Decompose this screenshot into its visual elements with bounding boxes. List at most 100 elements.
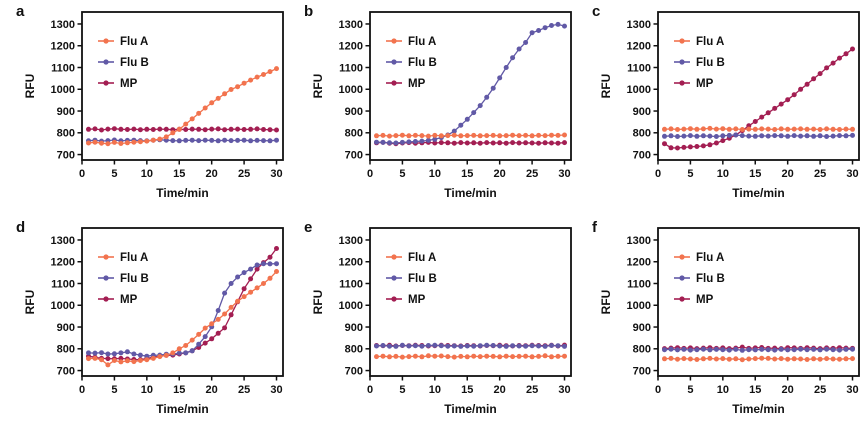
data-point <box>662 347 667 353</box>
plot-frame <box>369 227 572 377</box>
x-axis-label: Time/min <box>732 402 784 416</box>
data-point <box>562 353 567 359</box>
data-point <box>196 341 202 347</box>
data-point <box>274 246 279 251</box>
plot-frame <box>657 11 860 161</box>
data-point <box>445 354 451 360</box>
legend-item-mp: MP <box>386 78 426 90</box>
series-flu-b <box>374 21 567 146</box>
x-tick-label: 20 <box>494 168 506 180</box>
data-point <box>183 137 189 143</box>
data-point <box>739 347 745 353</box>
legend-item-flu-a: Flu A <box>98 252 148 264</box>
data-point <box>267 138 273 144</box>
y-tick-label: 1100 <box>51 62 75 74</box>
data-point <box>248 276 254 282</box>
data-point <box>406 354 412 360</box>
data-point <box>811 126 817 132</box>
data-point <box>700 133 706 139</box>
data-point <box>471 140 477 146</box>
data-point <box>739 357 745 363</box>
data-point <box>529 140 535 146</box>
data-point <box>542 353 548 359</box>
data-point <box>549 132 554 138</box>
data-point <box>144 353 150 359</box>
data-point <box>830 347 836 353</box>
data-point <box>516 46 522 52</box>
data-point <box>157 126 163 132</box>
data-point <box>837 133 842 139</box>
data-point <box>484 353 490 359</box>
data-point <box>662 356 667 362</box>
data-point <box>235 274 241 280</box>
data-point <box>850 126 855 132</box>
data-point <box>542 140 548 146</box>
legend-label: Flu A <box>408 252 436 264</box>
data-point <box>261 72 266 77</box>
y-axis-label: RFU <box>311 74 325 99</box>
y-tick-label: 900 <box>633 322 651 334</box>
data-point <box>850 356 855 362</box>
data-point <box>202 137 208 143</box>
data-point <box>144 138 150 144</box>
legend-item-flu-a: Flu A <box>674 252 724 264</box>
y-tick-label: 900 <box>345 106 363 118</box>
data-point <box>687 126 693 132</box>
data-point <box>118 350 124 356</box>
data-point <box>86 350 91 356</box>
chart-e: 700 800 900 1000 1100 1200 1300 0 5 10 15 20 25 30 RFU… <box>311 227 572 416</box>
data-point <box>510 132 516 138</box>
x-tick-label: 30 <box>270 384 282 396</box>
y-tick-label: 1300 <box>51 19 75 31</box>
y-tick-label: 1300 <box>51 235 75 247</box>
x-tick-label: 5 <box>687 168 693 180</box>
y-tick-label: 900 <box>633 106 651 118</box>
data-point <box>850 346 855 352</box>
data-point <box>222 127 228 133</box>
data-point <box>196 331 202 337</box>
data-point <box>668 126 674 132</box>
x-tick-label: 20 <box>206 384 218 396</box>
x-tick-label: 0 <box>79 384 85 396</box>
data-point <box>150 355 156 361</box>
data-point <box>451 132 457 138</box>
data-point <box>241 286 247 292</box>
data-point <box>720 347 726 353</box>
data-point <box>733 126 739 132</box>
series-line-flu-a <box>88 271 277 366</box>
data-point <box>445 140 451 146</box>
data-point <box>804 347 810 353</box>
legend-label: Flu B <box>408 57 437 69</box>
data-point <box>778 101 784 107</box>
data-point <box>99 127 104 133</box>
legend-marker-dot <box>391 80 397 86</box>
data-point <box>425 137 431 143</box>
data-point <box>235 84 241 90</box>
legend-label: Flu A <box>120 36 148 48</box>
data-point <box>713 134 719 139</box>
data-point <box>150 137 156 143</box>
y-tick-label: 1100 <box>627 62 651 74</box>
data-point <box>393 353 399 359</box>
data-point <box>131 139 137 145</box>
data-point <box>248 266 254 272</box>
x-tick-label: 20 <box>206 168 218 180</box>
data-point <box>830 60 836 66</box>
data-point <box>694 144 700 149</box>
data-point <box>228 138 234 144</box>
data-point <box>503 133 509 139</box>
data-point <box>261 127 266 132</box>
data-point <box>529 343 535 349</box>
x-axis-label: Time/min <box>444 402 496 416</box>
data-point <box>837 127 842 132</box>
data-point <box>471 353 477 359</box>
panel-letter-e: e <box>304 219 313 236</box>
y-tick-label: 1200 <box>339 41 363 53</box>
data-point <box>752 347 758 353</box>
data-point <box>189 348 195 354</box>
data-point <box>772 105 778 111</box>
data-point <box>380 139 386 145</box>
legend-label: Flu B <box>696 273 725 285</box>
data-point <box>477 140 483 146</box>
